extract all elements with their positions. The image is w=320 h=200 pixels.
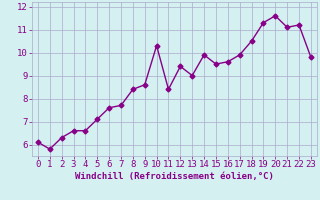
X-axis label: Windchill (Refroidissement éolien,°C): Windchill (Refroidissement éolien,°C) [75, 172, 274, 181]
